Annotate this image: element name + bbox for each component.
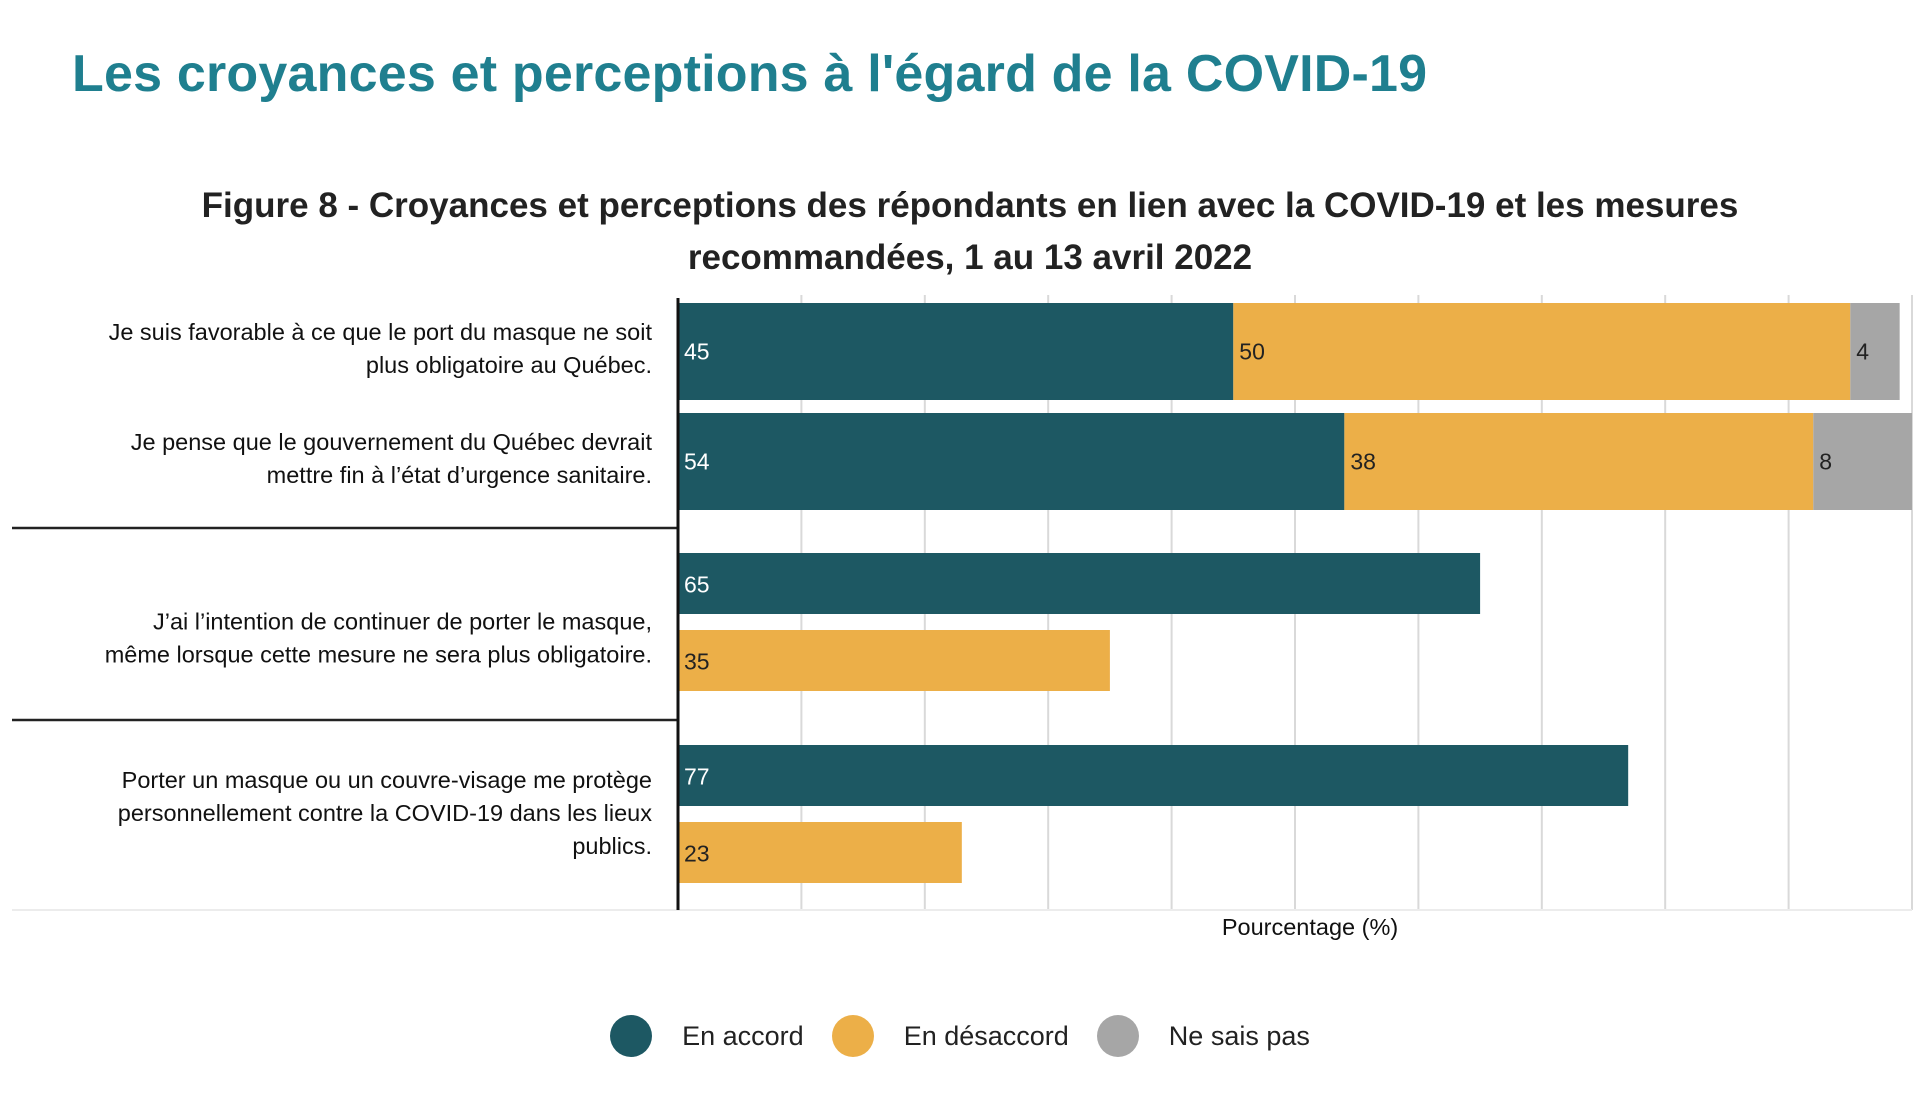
page-heading: Les croyances et perceptions à l'égard d…	[72, 45, 1428, 103]
bar-label-stacked-row-2-series-1: 54	[684, 449, 710, 475]
category-label-group-2-line-1: J’ai l’intention de continuer de porter …	[153, 609, 652, 635]
bar-label-group-2-series-2: 35	[684, 649, 710, 675]
legend-item-ne-sais-pas: Ne sais pas	[1096, 1015, 1310, 1057]
chart-title-line-1: Figure 8 - Croyances et perceptions des …	[201, 186, 1739, 225]
bar-label-group-2-series-1: 65	[684, 572, 710, 598]
bar-label-group-3-series-2: 23	[684, 841, 710, 867]
bar-label-stacked-row-1-series-3: 4	[1856, 339, 1869, 365]
bar-label-stacked-row-2-series-3: 8	[1819, 449, 1832, 475]
legend-item-en-desaccord: En désaccord	[831, 1015, 1069, 1057]
legend-label-en-accord: En accord	[682, 1020, 804, 1051]
category-label-group-3-line-1: Porter un masque ou un couvre-visage me …	[122, 767, 652, 793]
category-label-stacked-row-1-line-2: plus obligatoire au Québec.	[366, 352, 652, 378]
legend-item-en-accord: En accord	[610, 1015, 804, 1057]
bar-stacked-row-2-en-accord	[678, 413, 1345, 510]
bar-label-group-3-series-1: 77	[684, 764, 710, 790]
bar-stacked-row-2-ne-sais-pas	[1813, 413, 1912, 510]
chart-legend: En accord En désaccord Ne sais pas	[0, 1015, 1920, 1057]
category-label-stacked-row-1-line-1: Je suis favorable à ce que le port du ma…	[109, 319, 653, 345]
category-label-group-3-line-2: personnellement contre la COVID-19 dans …	[118, 800, 652, 826]
bar-label-stacked-row-2-series-2: 38	[1350, 449, 1376, 475]
category-label-group-3-line-3: publics.	[572, 833, 652, 859]
bar-group-3-en-désaccord	[678, 822, 962, 883]
x-axis-title: Pourcentage (%)	[1222, 914, 1398, 940]
legend-label-ne-sais-pas: Ne sais pas	[1168, 1020, 1310, 1051]
bar-label-stacked-row-1-series-2: 50	[1239, 339, 1265, 365]
category-label-group-2-line-2: même lorsque cette mesure ne sera plus o…	[105, 642, 652, 668]
bar-group-3-en-accord	[678, 745, 1629, 806]
bar-group-2-en-accord	[678, 553, 1481, 614]
category-label-stacked-row-2-line-1: Je pense que le gouvernement du Québec d…	[131, 429, 653, 455]
bar-stacked-row-1-en-désaccord	[1233, 303, 1851, 400]
bar-stacked-row-1-ne-sais-pas	[1850, 303, 1900, 400]
chart-title-line-2: recommandées, 1 au 13 avril 2022	[687, 238, 1253, 277]
legend-label-en-desaccord: En désaccord	[903, 1020, 1069, 1051]
legend-swatch-ne-sais-pas	[1096, 1015, 1139, 1057]
bar-stacked-row-2-en-désaccord	[1344, 413, 1814, 510]
legend-swatch-en-accord	[610, 1015, 653, 1057]
bar-group-2-en-désaccord	[678, 630, 1110, 691]
legend-swatch-en-desaccord	[831, 1015, 874, 1057]
bar-label-stacked-row-1-series-1: 45	[684, 339, 710, 365]
category-label-stacked-row-2-line-2: mettre fin à l’état d’urgence sanitaire.	[267, 462, 652, 488]
bar-stacked-row-1-en-accord	[678, 303, 1234, 400]
